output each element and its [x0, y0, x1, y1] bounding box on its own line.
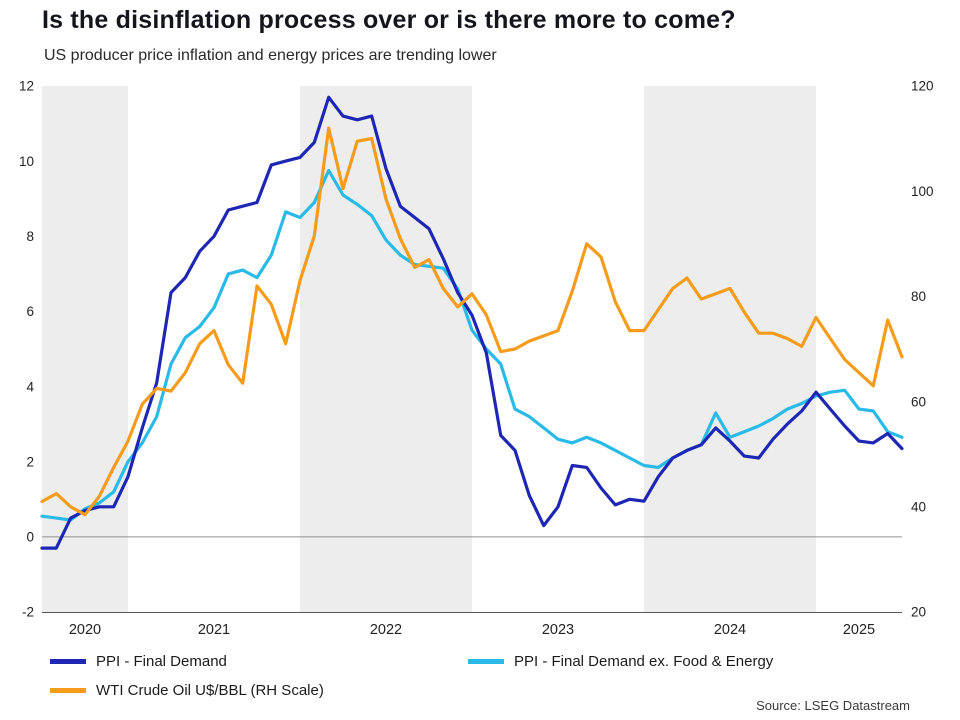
x-axis-year-label: 2021 [198, 622, 230, 638]
core-ppi-line [40, 168, 904, 522]
x-axis-year-label: 2024 [714, 622, 746, 638]
x-axis-year-label: 2025 [843, 622, 875, 638]
y-axis-left-tick-label: 2 [26, 454, 34, 469]
x-axis-year-label: 2020 [69, 622, 101, 638]
chart-subtitle: US producer price inflation and energy p… [44, 47, 497, 64]
legend-item-wti: WTI Crude Oil U$/BBL (RH Scale) [50, 679, 468, 701]
chart-title: Is the disinflation process over or is t… [42, 6, 736, 34]
x-axis-year-label: 2022 [370, 622, 402, 638]
legend-label-core-ppi: PPI - Final Demand ex. Food & Energy [514, 652, 774, 670]
y-axis-left-tick-label: -2 [22, 605, 34, 620]
y-axis-left-tick-label: 4 [26, 379, 34, 394]
legend-swatch-wti [50, 687, 86, 693]
x-axis-year-label: 2023 [542, 622, 574, 638]
ppi-line [40, 95, 904, 550]
legend-item-core-ppi: PPI - Final Demand ex. Food & Energy [468, 650, 773, 672]
y-axis-left-tick-label: 10 [19, 154, 34, 169]
y-axis-right-tick-label: 100 [911, 184, 934, 199]
y-axis-right-tick-label: 60 [911, 394, 926, 409]
legend-swatch-core-ppi [468, 658, 504, 664]
y-axis-left-tick-label: 0 [26, 530, 34, 545]
wti-line [40, 126, 904, 517]
y-axis-right-tick-label: 80 [911, 289, 926, 304]
legend-swatch-ppi [50, 658, 86, 664]
y-axis-left-tick-label: 8 [26, 229, 34, 244]
y-axis-right-tick-label: 40 [911, 500, 926, 515]
y-axis-right-tick-label: 120 [911, 79, 934, 94]
legend-item-ppi: PPI - Final Demand [50, 650, 468, 672]
year-shading-band [42, 86, 128, 612]
legend-label-ppi: PPI - Final Demand [96, 652, 227, 670]
year-shading-band [644, 86, 816, 612]
y-axis-left-tick-label: 12 [19, 79, 34, 94]
source-note: Source: LSEG Datastream [756, 698, 910, 713]
y-axis-left-tick-label: 6 [26, 304, 34, 319]
legend-label-wti: WTI Crude Oil U$/BBL (RH Scale) [96, 681, 324, 699]
chart-legend: PPI - Final Demand PPI - Final Demand ex.… [50, 650, 773, 701]
y-axis-right-tick-label: 20 [911, 605, 926, 620]
